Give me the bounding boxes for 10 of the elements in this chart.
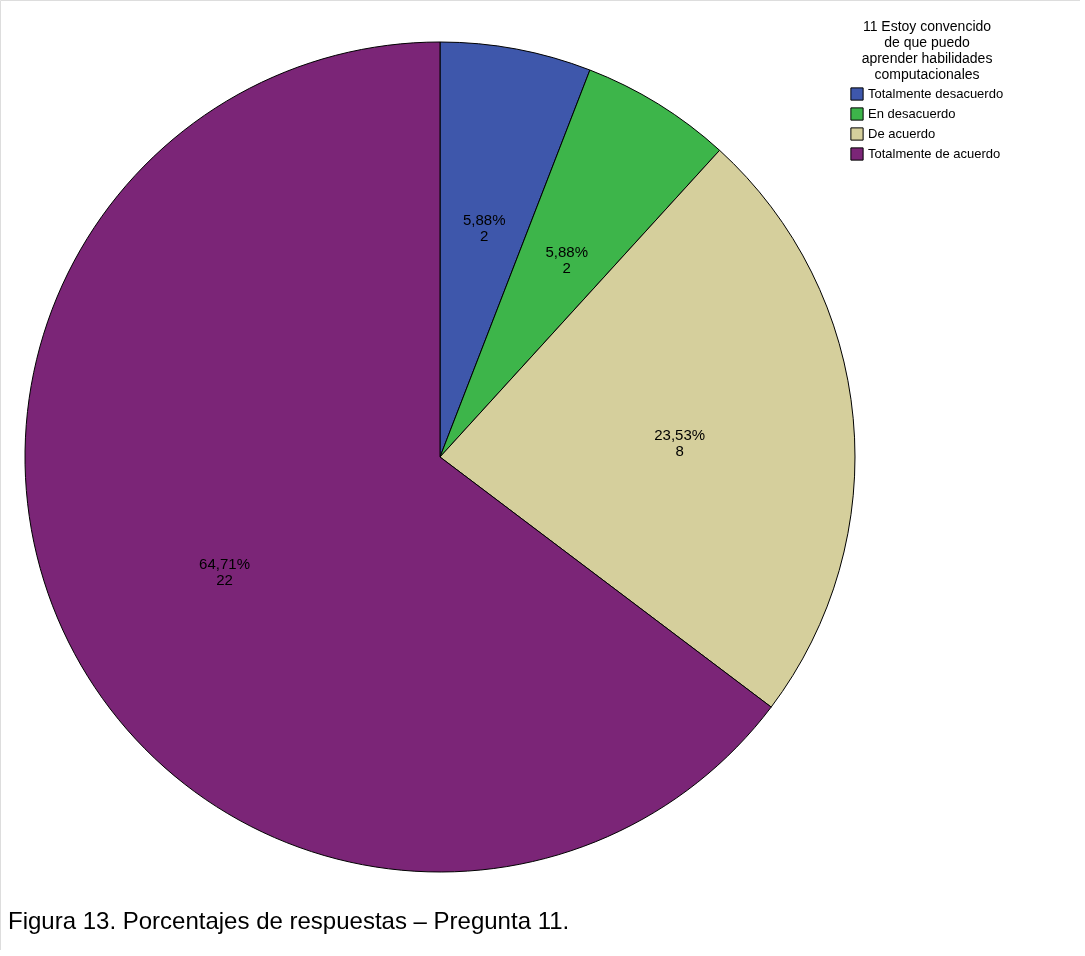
legend-label: Totalmente de acuerdo xyxy=(868,146,1001,161)
legend-label: De acuerdo xyxy=(868,126,936,141)
data-label: 23,53% 8 xyxy=(654,425,706,459)
legend-label: En desacuerdo xyxy=(868,106,956,121)
legend-title: 11 Estoy convencido de que puedo aprender habilidades computacionales xyxy=(861,18,993,82)
legend-label: Totalmente desacuerdo xyxy=(868,86,1004,101)
data-label: 5,88% 2 xyxy=(545,243,588,277)
data-label: 5,88% 2 xyxy=(462,211,506,245)
data-label: 64,71% 22 xyxy=(199,555,250,589)
text: Figura 13. Porcentajes de respuestas – Pregunta 11. xyxy=(8,907,570,934)
